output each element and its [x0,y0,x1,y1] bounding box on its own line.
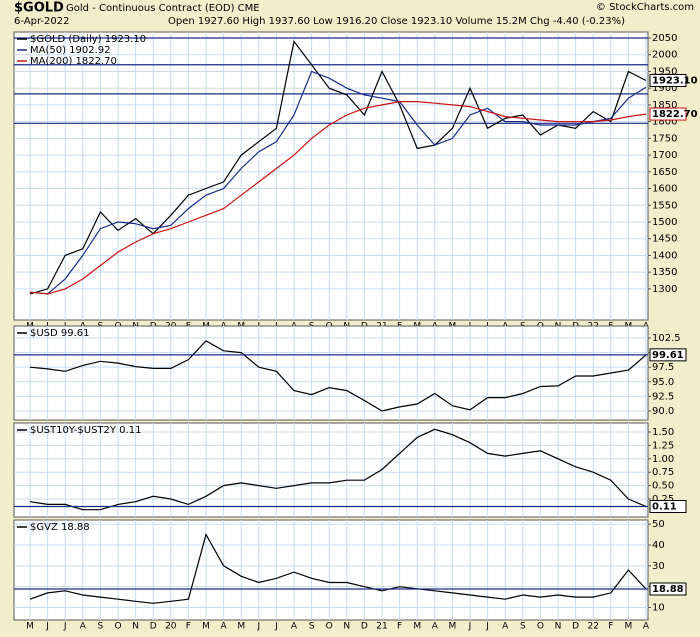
x-tick-label: M [413,622,421,632]
x-tick-label: F [608,622,613,632]
y-tick-label: 40 [652,540,665,551]
x-tick-label: D [572,622,579,632]
end-label-box [649,73,687,87]
end-label-box [649,499,687,513]
end-label-box [649,107,687,121]
x-tick-label: J [45,622,49,632]
legend-entry: MA(200) 1822.70 [30,56,117,67]
x-tick-label: A [221,622,228,632]
end-label-box [649,348,687,362]
y-tick-label: 1350 [652,267,677,278]
symbol: $GOLD [14,1,64,16]
y-tick-label: 1300 [652,284,677,295]
y-tick-label: 10 [652,603,665,614]
y-tick-label: 1.50 [652,427,674,438]
x-tick-label: N [343,622,350,632]
y-tick-label: 92.5 [652,391,674,402]
x-tick-label: O [326,622,333,632]
y-tick-label: 95.0 [652,377,674,388]
end-label: 1923.10 [652,75,698,86]
x-tick-label: J [63,622,67,632]
x-tick-label: M [237,622,245,632]
x-tick-label: S [309,622,315,632]
y-tick-label: 1800 [652,117,677,128]
x-tick-label: D [150,622,157,632]
legend-entry: MA(50) 1902.92 [30,45,111,56]
x-tick-label: O [114,622,121,632]
y-tick-label: 0.50 [652,481,674,492]
x-tick-label: J [256,622,260,632]
x-tick-label: A [80,622,87,632]
y-tick-label: 1400 [652,250,677,261]
panel [13,519,649,621]
panel [13,422,649,518]
y-tick-label: 102.5 [652,333,681,344]
y-tick-label: 1450 [652,234,677,245]
y-tick-label: 2050 [652,33,677,44]
x-tick-label: N [555,622,562,632]
x-tick-label: S [98,622,104,632]
x-tick-label: J [274,622,278,632]
series-line [29,428,647,511]
legend-entry: $GVZ 18.88 [30,522,90,533]
y-tick-label: 1.00 [652,454,674,465]
end-label: 1822.70 [652,109,698,120]
y-tick-label: 50 [652,519,665,530]
x-tick-label: 21 [376,622,387,632]
y-tick-label: 90.0 [652,406,674,417]
x-tick-label: 20 [165,622,177,632]
series-line [29,70,647,295]
legend-entry: $GOLD (Daily) 1923.10 [30,34,146,45]
x-tick-label: F [397,622,402,632]
y-tick-label: 1.25 [652,440,674,451]
y-tick-label: 1500 [652,217,677,228]
x-tick-label: J [485,622,489,632]
end-label: 0.11 [652,501,677,512]
date: 6-Apr-2022 [14,16,69,27]
y-tick-label: 1750 [652,133,677,144]
x-tick-label: M [449,622,457,632]
panel [13,325,649,421]
quote: Open 1927.60 High 1937.60 Low 1916.20 Cl… [168,16,625,27]
x-tick-label: O [537,622,544,632]
end-label: 99.61 [652,350,684,361]
y-tick-label: 1650 [652,167,677,178]
legend-entry: $USD 99.61 [30,328,90,339]
series-line [29,533,647,604]
x-tick-label: D [361,622,368,632]
x-tick-label: S [520,622,526,632]
x-tick-label: A [502,622,509,632]
x-tick-label: M [26,622,34,632]
series-line [29,340,647,412]
y-tick-label: 0.25 [652,494,674,505]
y-tick-label: 30 [652,561,665,572]
y-tick-label: 1950 [652,66,677,77]
y-tick-label: 1850 [652,100,677,111]
x-tick-label: J [468,622,472,632]
y-tick-label: 2000 [652,50,677,61]
y-tick-label: 1700 [652,150,677,161]
x-tick-label: M [625,622,633,632]
x-tick-label: A [643,622,650,632]
y-tick-label: 0.75 [652,467,674,478]
series-line [29,39,647,295]
series-line [29,100,647,295]
x-tick-label: M [202,622,210,632]
y-tick-label: 1900 [652,83,677,94]
description: Gold - Continuous Contract (EOD) CME [66,3,260,14]
x-tick-label: A [432,622,439,632]
panel [13,31,649,321]
x-tick-label: N [132,622,139,632]
y-tick-label: 1600 [652,184,677,195]
legend-entry: $UST10Y-$UST2Y 0.11 [30,425,141,436]
source: © StockCharts.com [596,2,694,13]
x-tick-label: 22 [587,622,598,632]
x-tick-label: A [291,622,298,632]
y-tick-label: 1550 [652,200,677,211]
end-label-box [649,582,687,596]
x-tick-label: F [186,622,191,632]
y-tick-label: 97.5 [652,362,674,373]
end-label: 18.88 [652,584,684,595]
